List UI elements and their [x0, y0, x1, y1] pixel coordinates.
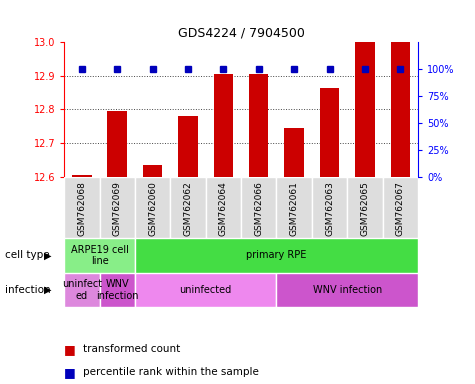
Bar	[285, 128, 304, 177]
Title: GDS4224 / 7904500: GDS4224 / 7904500	[178, 26, 304, 40]
Text: ■: ■	[64, 343, 76, 356]
Text: cell type: cell type	[5, 250, 49, 260]
Text: ▶: ▶	[44, 285, 51, 295]
Bar	[143, 165, 162, 177]
Text: transformed count: transformed count	[83, 344, 180, 354]
Bar	[178, 116, 198, 177]
Text: primary RPE: primary RPE	[246, 250, 307, 260]
Bar	[249, 74, 268, 177]
Text: uninfected: uninfected	[180, 285, 232, 295]
Bar	[206, 177, 241, 238]
Text: infection: infection	[5, 285, 50, 295]
Text: GSM762064: GSM762064	[219, 182, 228, 236]
Text: GSM762061: GSM762061	[290, 182, 299, 237]
Bar	[170, 177, 206, 238]
Bar	[72, 175, 92, 177]
Text: GSM762066: GSM762066	[254, 182, 263, 237]
Bar	[383, 177, 418, 238]
Text: GSM762063: GSM762063	[325, 182, 334, 237]
Bar	[347, 177, 383, 238]
Bar	[107, 111, 127, 177]
Bar	[99, 177, 135, 238]
Bar	[64, 273, 100, 307]
Bar	[312, 177, 347, 238]
Text: GSM762068: GSM762068	[77, 182, 86, 237]
Text: GSM762065: GSM762065	[361, 182, 370, 237]
Bar	[64, 177, 100, 238]
Bar	[355, 42, 375, 177]
Bar	[135, 273, 276, 307]
Bar	[276, 273, 418, 307]
Text: WNV
infection: WNV infection	[96, 279, 138, 301]
Bar	[135, 177, 171, 238]
Bar	[390, 42, 410, 177]
Text: uninfect
ed: uninfect ed	[62, 279, 102, 301]
Text: GSM762067: GSM762067	[396, 182, 405, 237]
Text: ARPE19 cell
line: ARPE19 cell line	[71, 245, 128, 266]
Bar	[241, 177, 276, 238]
Text: GSM762062: GSM762062	[183, 182, 192, 236]
Bar	[64, 238, 135, 273]
Text: ▶: ▶	[44, 250, 51, 260]
Text: GSM762060: GSM762060	[148, 182, 157, 237]
Text: percentile rank within the sample: percentile rank within the sample	[83, 367, 259, 377]
Bar	[99, 273, 135, 307]
Bar	[276, 177, 312, 238]
Text: ■: ■	[64, 366, 76, 379]
Text: GSM762069: GSM762069	[113, 182, 122, 237]
Bar	[135, 238, 418, 273]
Bar	[320, 88, 339, 177]
Bar	[214, 74, 233, 177]
Text: WNV infection: WNV infection	[313, 285, 382, 295]
